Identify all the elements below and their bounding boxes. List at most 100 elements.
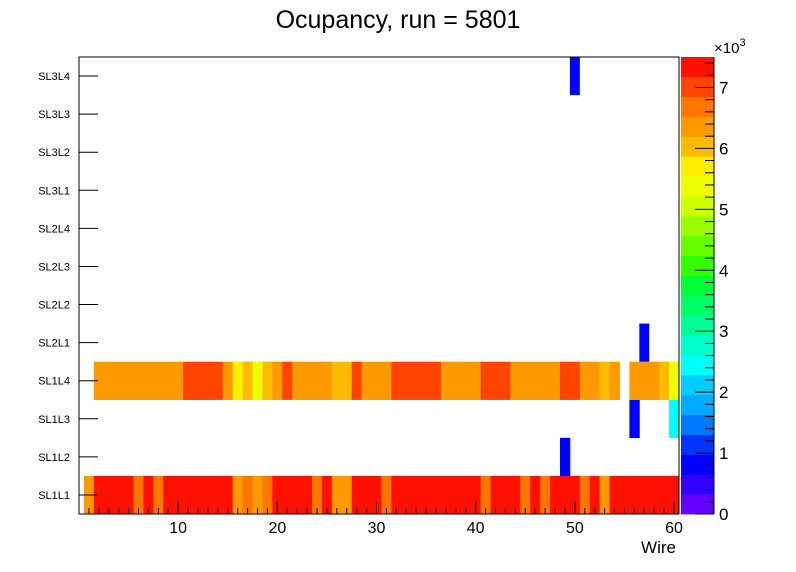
color-scale-exponent: ×103: [714, 37, 746, 57]
heatmap-cell: [381, 475, 392, 515]
heatmap-cell: [490, 361, 501, 400]
heatmap-cell: [163, 361, 174, 400]
heatmap-cell: [292, 361, 303, 400]
heatmap-cell: [609, 475, 620, 515]
y-tick-label: SL1L4: [38, 376, 70, 388]
heatmap-cell: [113, 475, 125, 515]
color-scale-swatch: [681, 136, 714, 157]
heatmap-cell: [589, 361, 601, 400]
heatmap-cell: [669, 361, 680, 400]
color-scale-tick-label: 7: [719, 78, 728, 97]
heatmap-cell: [262, 475, 273, 515]
heatmap-cell: [579, 475, 591, 515]
color-scale-swatch: [681, 196, 714, 217]
heatmap-cell: [599, 475, 610, 515]
heatmap-cell: [282, 361, 293, 400]
color-scale-swatch: [681, 394, 714, 416]
x-tick-label: 30: [368, 520, 386, 537]
color-scale-tick-label: 3: [719, 322, 728, 341]
color-scale-swatch: [681, 315, 714, 336]
heatmap-cell: [123, 475, 134, 515]
heatmap-cell: [460, 361, 472, 400]
heatmap-cell: [559, 437, 571, 477]
heatmap-cell: [411, 475, 422, 515]
heatmap-cells: [83, 57, 680, 515]
y-axis: SL1L1 SL1L2 SL1L3 SL1L4 SL2L1 SL2L2 SL2L3 SL2L4…: [38, 71, 98, 502]
x-axis-label: Wire: [641, 538, 676, 557]
color-scale-swatch: [681, 494, 714, 515]
x-tick-label: 10: [169, 520, 187, 537]
heatmap-cell: [202, 361, 214, 400]
heatmap-cell: [669, 475, 680, 515]
color-scale-swatch: [681, 275, 714, 296]
color-scale-swatch: [681, 295, 714, 316]
heatmap-cell: [391, 361, 402, 400]
heatmap-cell: [93, 361, 105, 400]
heatmap-cell: [431, 475, 442, 515]
heatmap-cell: [411, 361, 422, 400]
heatmap-cell: [540, 361, 551, 400]
heatmap-cell: [193, 475, 204, 515]
heatmap-cell: [520, 475, 531, 515]
heatmap-cell: [470, 475, 482, 515]
heatmap-cell: [530, 475, 541, 515]
heatmap-cell: [351, 475, 363, 515]
heatmap-cell: [331, 361, 343, 400]
x-axis: 10 20 30 40 50 60: [88, 501, 683, 537]
heatmap-cell: [371, 361, 382, 400]
color-scale-bar: 0 1 2 3 4 5 6 7: [681, 57, 728, 524]
heatmap-cell: [619, 475, 630, 515]
color-scale-swatch: [681, 414, 714, 435]
heatmap-cell: [133, 361, 144, 400]
svg-text:×103: ×103: [714, 37, 746, 57]
heatmap-cell: [173, 361, 184, 400]
heatmap-cell: [639, 361, 650, 400]
heatmap-cell: [480, 361, 491, 400]
heatmap-cell: [312, 361, 323, 400]
heatmap-cell: [569, 57, 580, 96]
heatmap-cell: [639, 323, 650, 362]
color-scale-tick-label: 0: [719, 505, 728, 524]
heatmap-cell: [559, 361, 571, 400]
heatmap-cell: [559, 475, 571, 515]
heatmap-cell: [421, 361, 432, 400]
color-scale-swatch: [681, 255, 714, 276]
color-scale-swatch: [681, 454, 714, 475]
heatmap-cell: [391, 475, 402, 515]
y-tick-label: SL3L2: [38, 147, 70, 159]
heatmap-cell: [609, 361, 620, 400]
chart-title: Ocupancy, run = 5801: [276, 6, 521, 34]
heatmap-cell: [252, 475, 263, 515]
color-scale-swatch: [681, 215, 714, 237]
heatmap-cell: [510, 361, 521, 400]
heatmap-cell: [133, 475, 144, 515]
x-tick-label: 60: [665, 520, 683, 537]
heatmap-cell: [579, 361, 591, 400]
heatmap-cell: [312, 475, 323, 515]
color-scale-swatch: [681, 57, 714, 78]
heatmap-cell: [460, 475, 472, 515]
heatmap-cell: [520, 361, 531, 400]
heatmap-cell: [103, 475, 115, 515]
heatmap-cell: [401, 475, 412, 515]
x-tick-label: 50: [566, 520, 584, 537]
y-tick-label: SL1L3: [38, 414, 70, 426]
heatmap-cell: [302, 475, 313, 515]
heatmap-cell: [381, 361, 392, 400]
heatmap-cell: [351, 361, 363, 400]
heatmap-cell: [589, 475, 601, 515]
color-scale-tick-label: 2: [719, 383, 728, 402]
color-scale-tick-label: 5: [719, 200, 728, 219]
heatmap-cell: [321, 475, 333, 515]
heatmap-cell: [431, 361, 442, 400]
heatmap-cell: [232, 475, 244, 515]
heatmap-cell: [331, 475, 343, 515]
heatmap-cell: [302, 361, 313, 400]
heatmap-cell: [93, 475, 105, 515]
heatmap-cell: [569, 475, 581, 515]
heatmap-cell: [639, 475, 650, 515]
heatmap-cell: [242, 475, 253, 515]
heatmap-cell: [629, 361, 640, 400]
color-scale-tick-label: 4: [719, 261, 728, 280]
heatmap-cell: [272, 475, 283, 515]
